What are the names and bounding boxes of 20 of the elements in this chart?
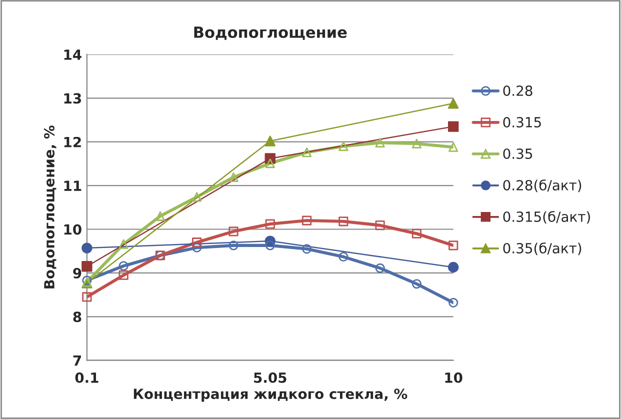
x-tick-label: 0.1 [75, 372, 98, 383]
x-axis-title: Концентрация жидкого стекла, % [134, 388, 408, 402]
y-tick-label: 7 [73, 355, 81, 366]
x-tick-label: 10 [445, 372, 462, 383]
x-tick-label: 5.05 [254, 372, 286, 383]
legend-label: 0.315(б/акт) [503, 210, 590, 224]
y-tick-label: 12 [64, 136, 81, 148]
y-tick-label: 8 [73, 312, 82, 322]
y-tick-label: 11 [64, 180, 82, 191]
legend-label: 0.28 [503, 85, 532, 96]
y-tick-label: 9 [73, 268, 82, 278]
y-tick-label: 13 [64, 93, 81, 104]
chart-title: Водопоглощение [194, 26, 347, 40]
y-axis-title: Водопоглощение, % [44, 126, 56, 288]
y-tick-label: 14 [64, 50, 82, 60]
legend-label: 0.35(б/акт) [503, 242, 582, 256]
legend-label: 0.28(б/акт) [503, 179, 582, 192]
legend-label: 0.35 [503, 148, 532, 159]
legend-label: 0.315 [503, 116, 541, 128]
y-tick-label: 10 [64, 224, 82, 235]
